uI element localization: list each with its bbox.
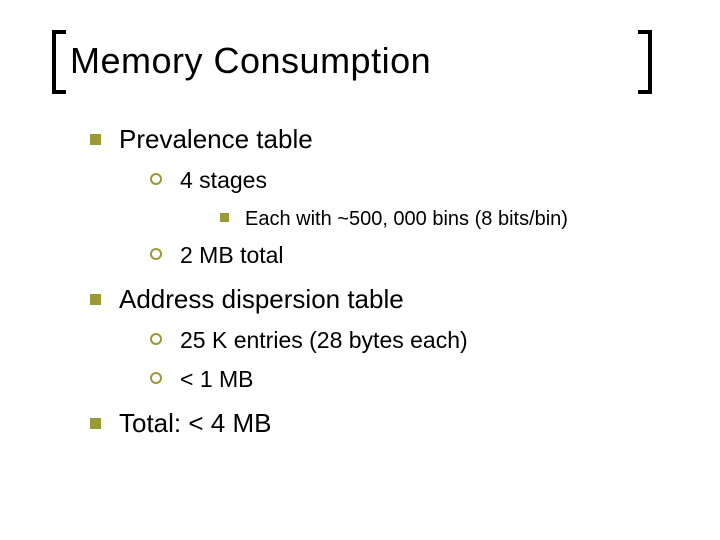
list-item: 2 MB total bbox=[150, 238, 670, 273]
list-item-label: Total: < 4 MB bbox=[119, 404, 670, 443]
ring-bullet-icon bbox=[150, 372, 162, 384]
title-area: Memory Consumption bbox=[70, 40, 670, 82]
slide: Memory Consumption Prevalence table 4 st… bbox=[0, 0, 720, 540]
square-bullet-icon bbox=[90, 134, 101, 145]
square-bullet-icon bbox=[220, 213, 229, 222]
list-item: 4 stages bbox=[150, 163, 670, 198]
list-item: < 1 MB bbox=[150, 362, 670, 397]
ring-bullet-icon bbox=[150, 173, 162, 185]
list-item: Total: < 4 MB bbox=[90, 404, 670, 443]
page-title: Memory Consumption bbox=[70, 40, 670, 82]
list-item-label: Address dispersion table bbox=[119, 280, 670, 319]
list-item: Each with ~500, 000 bins (8 bits/bin) bbox=[220, 204, 670, 234]
bracket-right-icon bbox=[638, 30, 652, 94]
list-item-label: < 1 MB bbox=[180, 362, 670, 397]
ring-bullet-icon bbox=[150, 333, 162, 345]
ring-bullet-icon bbox=[150, 248, 162, 260]
list-item-label: 25 K entries (28 bytes each) bbox=[180, 323, 670, 358]
list-item: 25 K entries (28 bytes each) bbox=[150, 323, 670, 358]
list-item-label: 2 MB total bbox=[180, 238, 670, 273]
list-item-label: Prevalence table bbox=[119, 120, 670, 159]
bracket-left-icon bbox=[52, 30, 66, 94]
square-bullet-icon bbox=[90, 418, 101, 429]
list-item-label: 4 stages bbox=[180, 163, 670, 198]
list-item: Address dispersion table bbox=[90, 280, 670, 319]
list-item: Prevalence table bbox=[90, 120, 670, 159]
square-bullet-icon bbox=[90, 294, 101, 305]
list-item-label: Each with ~500, 000 bins (8 bits/bin) bbox=[245, 204, 670, 234]
bullet-list: Prevalence table 4 stages Each with ~500… bbox=[70, 120, 670, 443]
